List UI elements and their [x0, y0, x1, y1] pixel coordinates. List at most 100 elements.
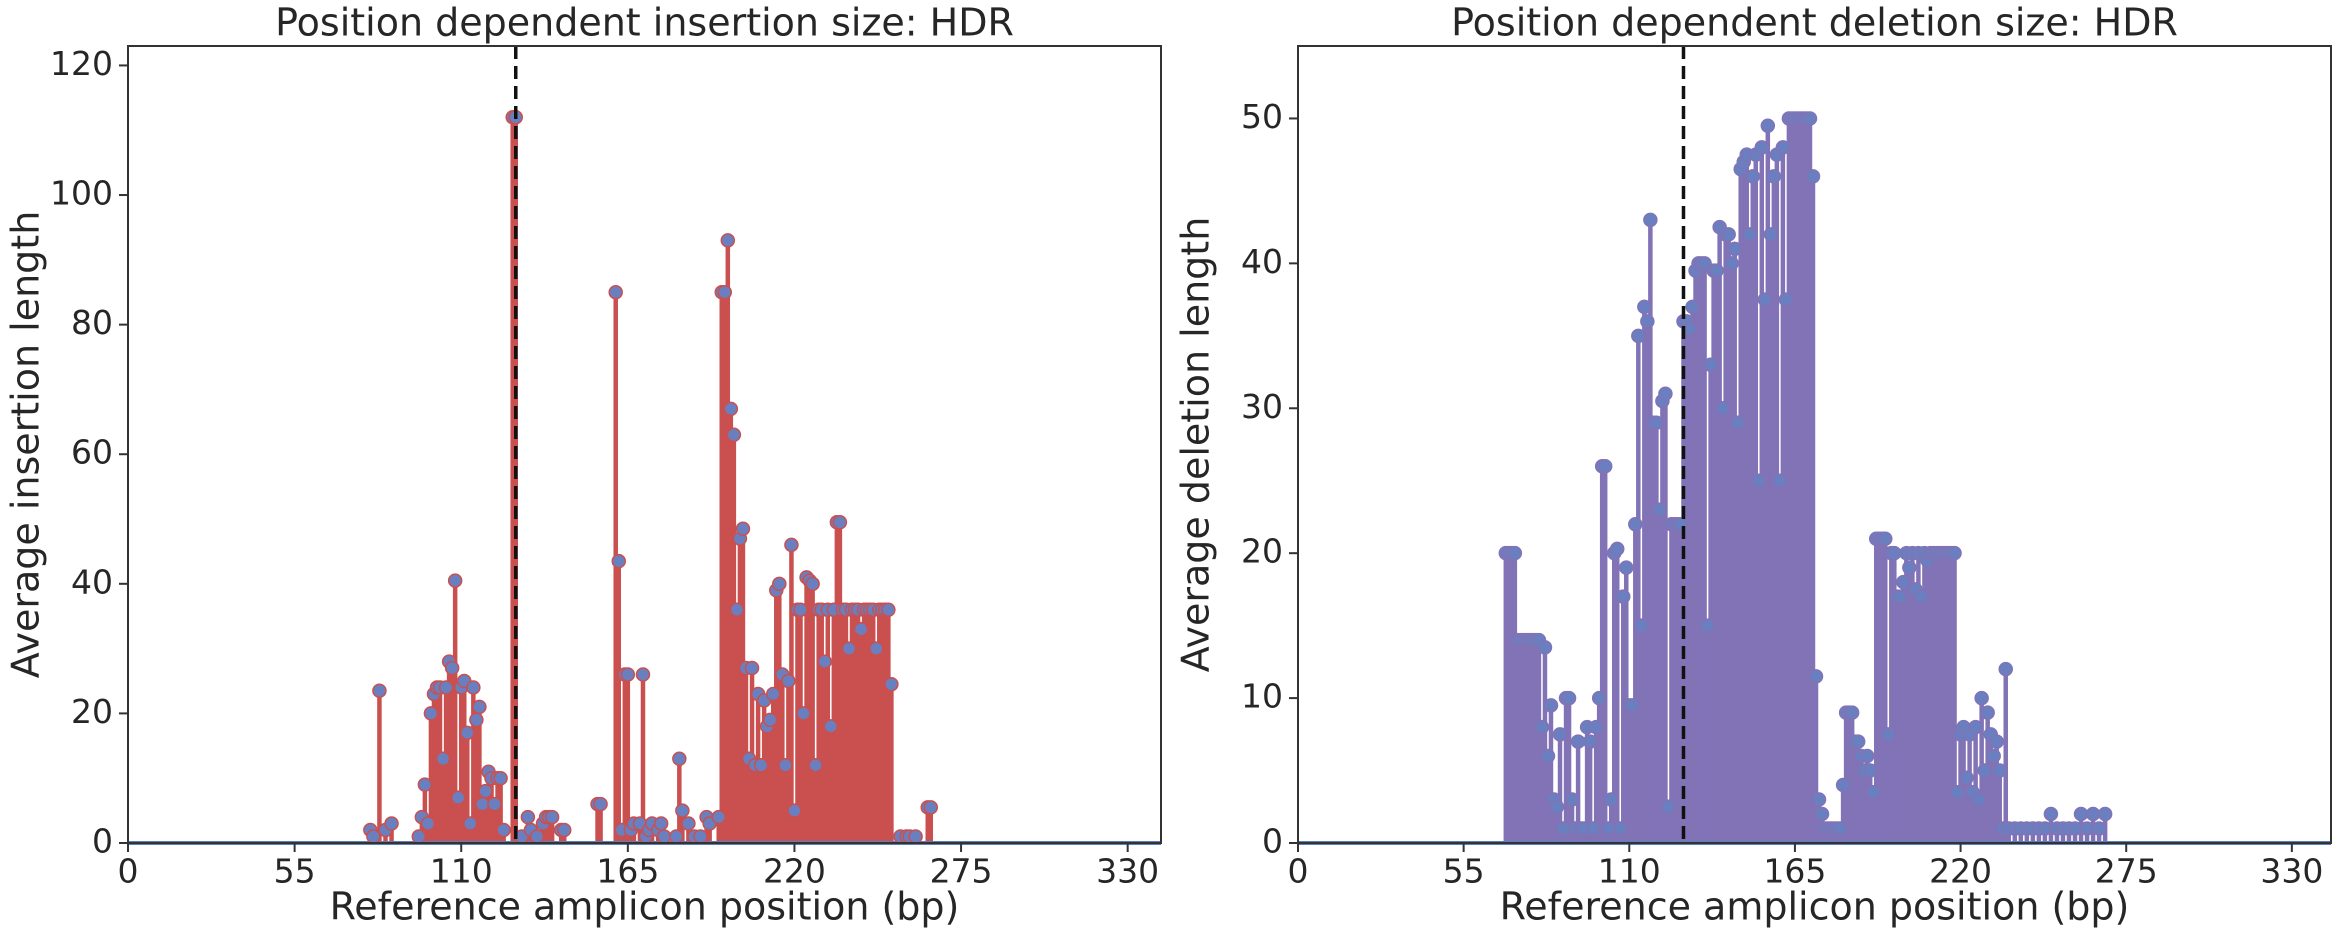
- marker: [1616, 589, 1631, 604]
- x-tick-label: 275: [2095, 852, 2158, 891]
- marker: [784, 537, 799, 553]
- marker: [1727, 241, 1742, 257]
- marker: [1634, 618, 1649, 633]
- marker: [608, 284, 623, 300]
- marker: [772, 576, 787, 592]
- marker: [1625, 698, 1640, 713]
- marker: [420, 816, 436, 831]
- marker: [463, 816, 478, 831]
- marker: [2079, 821, 2095, 836]
- marker: [1751, 473, 1767, 488]
- marker: [675, 803, 690, 818]
- marker: [469, 712, 484, 728]
- marker: [1549, 799, 1565, 815]
- marker: [808, 757, 823, 773]
- marker: [529, 829, 545, 844]
- marker: [1703, 357, 1718, 373]
- marker: [520, 809, 536, 825]
- marker: [1778, 292, 1794, 307]
- marker: [1534, 719, 1550, 735]
- marker: [1989, 734, 2004, 749]
- marker: [681, 816, 696, 831]
- marker: [2091, 821, 2107, 836]
- marker: [1835, 777, 1851, 793]
- marker: [2073, 806, 2089, 822]
- marker: [2037, 821, 2053, 836]
- panel: 0 20 40 60 80 100 120 0 55 110 165 220 275 330 Positio…: [4, 1, 1162, 929]
- marker: [496, 822, 511, 838]
- marker: [853, 621, 869, 637]
- marker: [1637, 299, 1652, 315]
- marker: [417, 777, 433, 792]
- marker: [1715, 401, 1730, 416]
- marker: [1878, 531, 1893, 546]
- marker: [1591, 690, 1607, 706]
- marker: [1757, 292, 1773, 307]
- y-axis-label: Average insertion length: [4, 211, 48, 679]
- marker: [1850, 734, 1866, 749]
- marker: [556, 822, 572, 838]
- marker: [1808, 669, 1824, 684]
- marker: [744, 660, 760, 676]
- marker: [1564, 792, 1580, 807]
- marker: [1661, 799, 1676, 815]
- panel: 0 10 20 30 40 50 0 55 110 165 220 275 330 Position de…: [1174, 1, 2332, 929]
- marker: [1609, 541, 1625, 557]
- marker: [1998, 661, 2013, 677]
- x-tick-label: 275: [930, 852, 993, 891]
- marker: [1968, 719, 1983, 735]
- x-tick-label: 165: [1763, 852, 1826, 891]
- marker: [884, 676, 899, 692]
- marker: [1721, 227, 1736, 242]
- marker: [1600, 821, 1616, 836]
- marker: [762, 712, 778, 728]
- marker: [735, 521, 751, 536]
- marker: [1974, 690, 1989, 706]
- y-tick-label: 40: [71, 562, 113, 601]
- y-tick-label: 30: [1241, 387, 1283, 426]
- y-tick-label: 100: [50, 174, 113, 213]
- marker: [384, 816, 399, 831]
- marker: [1980, 705, 1995, 720]
- chart-title: Position dependent insertion size: HDR: [275, 1, 1014, 45]
- marker: [1862, 763, 1878, 778]
- marker: [1881, 727, 1896, 742]
- marker: [478, 783, 493, 799]
- y-tick-label: 0: [92, 822, 113, 861]
- marker: [1859, 748, 1875, 764]
- marker: [1763, 227, 1779, 242]
- marker: [765, 686, 781, 702]
- marker: [1992, 763, 2007, 778]
- marker: [466, 680, 481, 695]
- marker: [2043, 806, 2059, 822]
- marker: [1959, 770, 1974, 786]
- marker: [1612, 821, 1628, 836]
- marker: [1570, 734, 1586, 749]
- marker: [656, 829, 672, 844]
- marker: [1947, 545, 1962, 561]
- y-tick-label: 50: [1241, 97, 1283, 136]
- marker: [1640, 314, 1655, 329]
- chart-title: Position dependent deletion size: HDR: [1451, 1, 2178, 45]
- marker: [1709, 263, 1724, 278]
- marker: [1950, 785, 1965, 800]
- marker: [544, 809, 560, 825]
- marker: [2085, 806, 2101, 822]
- marker: [1971, 792, 1986, 807]
- marker: [868, 641, 884, 656]
- marker: [1561, 690, 1577, 706]
- marker: [1772, 473, 1788, 488]
- marker: [611, 553, 627, 569]
- marker: [1865, 785, 1881, 800]
- marker: [1582, 734, 1598, 749]
- marker: [669, 829, 684, 844]
- marker: [672, 751, 687, 767]
- marker: [1814, 806, 1830, 822]
- marker: [1585, 821, 1601, 836]
- marker: [450, 790, 466, 805]
- marker: [1745, 169, 1761, 184]
- marker: [438, 680, 454, 695]
- marker: [817, 654, 832, 669]
- marker: [1588, 719, 1604, 735]
- marker: [805, 576, 820, 592]
